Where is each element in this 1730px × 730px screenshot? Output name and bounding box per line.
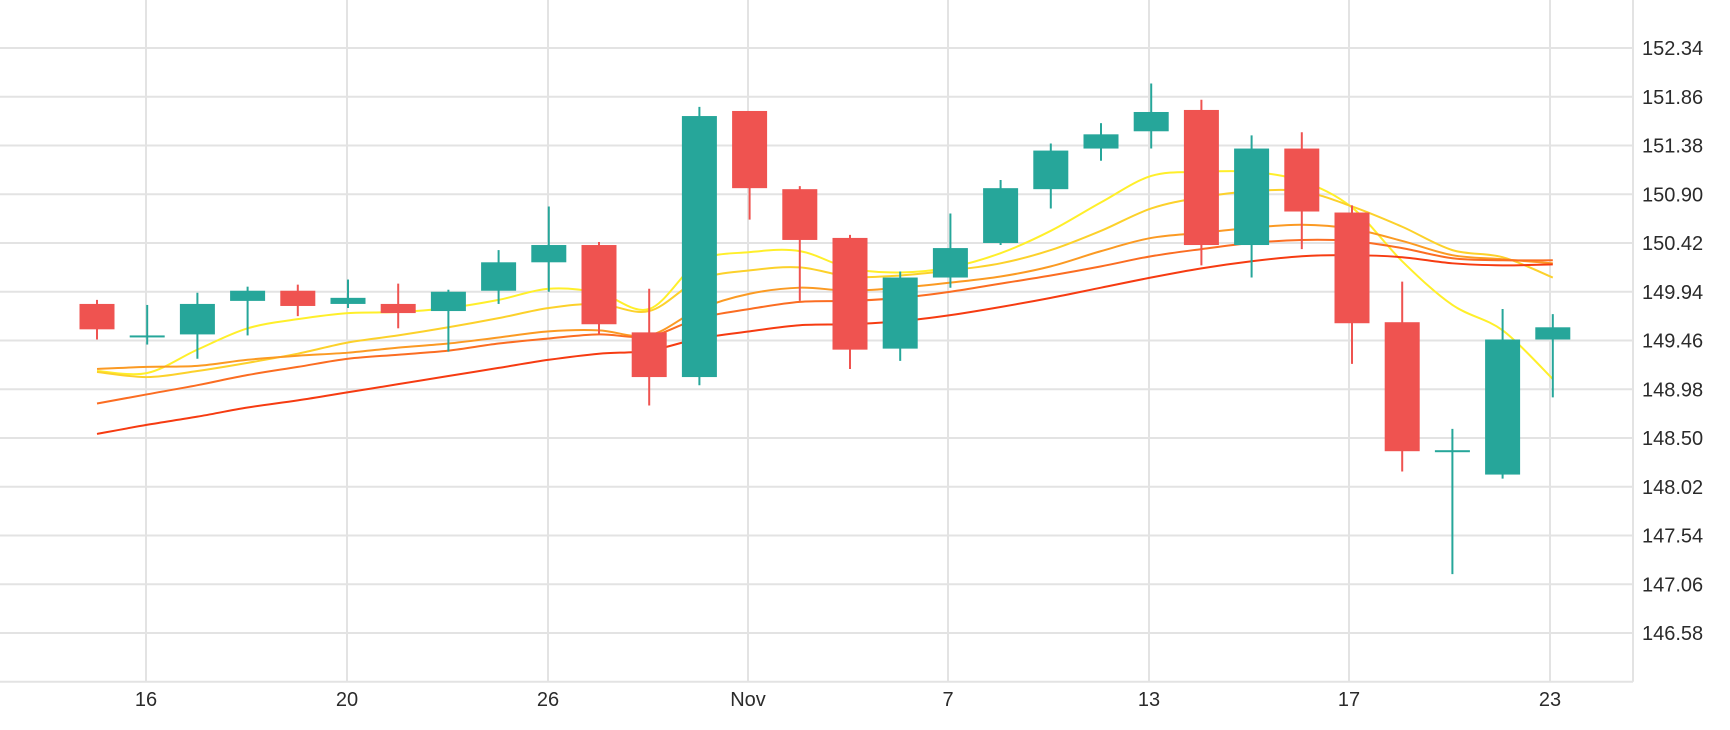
- y-tick-label: 146.58: [1642, 623, 1703, 645]
- candle: [882, 271, 918, 361]
- candle-body: [1234, 148, 1270, 246]
- x-tick-label: 17: [1338, 689, 1360, 711]
- candle-body: [430, 291, 466, 312]
- candle: [1334, 205, 1370, 364]
- candle-body: [581, 245, 617, 325]
- candle: [1284, 132, 1320, 250]
- candle-body: [932, 248, 968, 278]
- candle-body: [481, 262, 517, 291]
- candle-body: [1434, 450, 1470, 453]
- y-tick-label: 148.50: [1642, 428, 1703, 450]
- candle: [330, 279, 366, 308]
- x-axis-labels: 16 20 26 Nov 7 13 17 23: [135, 689, 1561, 711]
- y-tick-label: 151.38: [1642, 136, 1703, 158]
- candle: [631, 288, 667, 406]
- candle-body: [1535, 327, 1571, 340]
- y-tick-label: 149.46: [1642, 331, 1703, 353]
- y-tick-label: 151.86: [1642, 87, 1703, 109]
- candle: [481, 250, 517, 304]
- x-tick-label: 7: [942, 689, 953, 711]
- candle: [1083, 123, 1119, 161]
- candle: [1133, 83, 1169, 149]
- candle: [1033, 143, 1069, 209]
- candle: [1434, 428, 1470, 575]
- candle: [1485, 309, 1521, 479]
- y-tick-label: 148.98: [1642, 379, 1703, 401]
- x-tick-label: 13: [1138, 689, 1160, 711]
- candle: [983, 180, 1019, 246]
- candle: [280, 284, 316, 317]
- candle-body: [882, 277, 918, 349]
- candle-body: [230, 290, 266, 301]
- candle: [380, 283, 416, 329]
- candle-body: [1083, 134, 1119, 149]
- candle-body: [832, 237, 868, 350]
- candle: [581, 241, 617, 335]
- candle-body: [129, 335, 165, 338]
- candle-body: [1133, 111, 1169, 132]
- x-tick-label: 20: [336, 689, 358, 711]
- candle: [681, 106, 717, 386]
- moving-average-line-3: [96, 223, 1553, 370]
- moving-average-line-2: [96, 188, 1554, 379]
- candle-body: [1284, 148, 1320, 212]
- candle-body: [280, 290, 316, 306]
- candle: [179, 292, 215, 359]
- candle: [430, 289, 466, 352]
- y-tick-label: 147.06: [1642, 574, 1703, 596]
- candle: [79, 299, 115, 340]
- candle-body: [179, 303, 215, 335]
- candle: [531, 206, 567, 292]
- candle: [129, 304, 165, 345]
- y-tick-label: 152.34: [1642, 38, 1703, 60]
- candle: [1234, 135, 1270, 278]
- candle-body: [1033, 150, 1069, 190]
- candles: [79, 83, 1571, 575]
- candle-body: [782, 189, 818, 240]
- moving-average-line-5: [96, 254, 1553, 435]
- x-tick-label: 23: [1539, 689, 1561, 711]
- candle: [230, 286, 266, 336]
- candle-body: [732, 110, 768, 189]
- candle: [732, 110, 768, 220]
- moving-average-line-4: [96, 238, 1553, 405]
- candle-body: [1334, 212, 1370, 324]
- candle-body: [681, 116, 717, 378]
- candle-body: [531, 245, 567, 263]
- candle: [1183, 99, 1219, 266]
- x-tick-label: 26: [537, 689, 559, 711]
- y-tick-label: 150.42: [1642, 233, 1703, 255]
- moving-average-lines: [96, 170, 1554, 435]
- moving-average-line-1: [96, 170, 1554, 380]
- candle-body: [79, 303, 115, 330]
- candle-body: [1384, 322, 1420, 452]
- grid: [0, 0, 1634, 683]
- candle: [832, 234, 868, 369]
- candle: [932, 213, 968, 288]
- candle: [782, 186, 818, 301]
- candle-body: [983, 188, 1019, 243]
- y-axis-labels: 152.34 151.86 151.38 150.90 150.42 149.94 149.…: [1642, 38, 1703, 645]
- y-tick-label: 148.02: [1642, 477, 1703, 499]
- x-tick-label: Nov: [730, 689, 766, 711]
- candle: [1535, 314, 1571, 398]
- candle: [1384, 281, 1420, 472]
- y-tick-label: 150.90: [1642, 184, 1703, 206]
- candle-body: [1485, 339, 1521, 475]
- candle-body: [330, 297, 366, 304]
- candle-body: [631, 332, 667, 378]
- candle-body: [1183, 109, 1219, 246]
- y-tick-label: 147.54: [1642, 526, 1703, 548]
- candle-body: [380, 303, 416, 314]
- y-tick-label: 149.94: [1642, 282, 1703, 304]
- x-tick-label: 16: [135, 689, 157, 711]
